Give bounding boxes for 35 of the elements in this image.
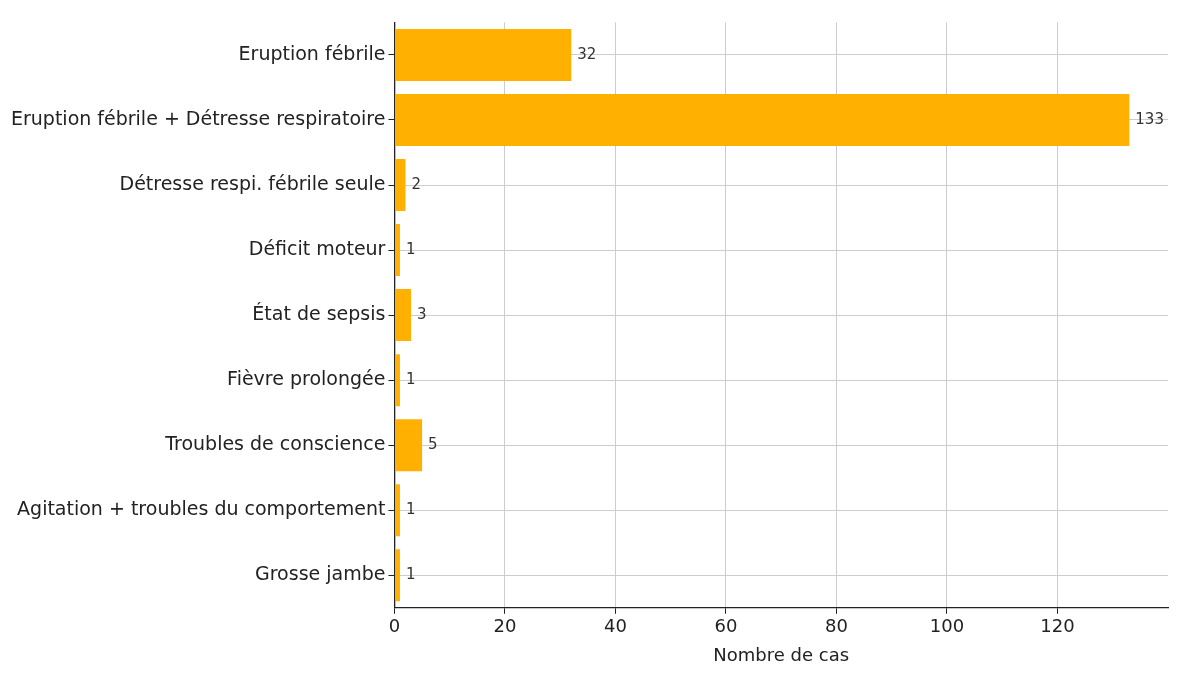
bar <box>394 419 423 472</box>
y-tick-label: Troubles de conscience <box>164 432 386 455</box>
y-tick-label: Eruption fébrile <box>238 41 386 64</box>
bar <box>394 28 572 81</box>
y-tick-label: État de sepsis <box>252 302 386 325</box>
bar <box>394 224 400 277</box>
data-label: 133 <box>1135 109 1164 128</box>
x-axis-title: Nombre de cas <box>713 643 850 665</box>
y-tick-label: Agitation + troubles du comportement <box>17 497 386 520</box>
bar <box>394 289 412 342</box>
bar <box>394 484 400 537</box>
data-label: 1 <box>405 239 416 258</box>
x-tick-label: 100 <box>929 615 965 637</box>
y-tick-label: Grosse jambe <box>254 562 386 585</box>
x-tick-label: 60 <box>714 615 738 637</box>
x-tick-label: 40 <box>604 615 627 637</box>
y-tick-label: Eruption fébrile + Détresse respiratoire <box>10 106 386 129</box>
data-label: 1 <box>405 500 416 519</box>
x-tick-label: 120 <box>1040 615 1075 637</box>
y-tick-label: Détresse respi. fébrile seule <box>119 171 386 194</box>
bar <box>394 93 1130 146</box>
bar <box>394 549 400 602</box>
x-tick-label: 20 <box>493 615 517 637</box>
data-label: 32 <box>577 44 597 63</box>
y-tick-label: Fièvre prolongée <box>227 367 386 390</box>
data-label: 1 <box>405 370 416 389</box>
bar <box>394 158 406 212</box>
data-label: 2 <box>411 174 422 193</box>
x-tick-label: 0 <box>388 615 401 637</box>
data-label: 3 <box>417 304 427 323</box>
data-label: 1 <box>405 565 416 584</box>
x-tick-label: 80 <box>825 615 848 637</box>
data-label: 5 <box>428 435 438 454</box>
bar <box>394 354 400 407</box>
y-tick-label: Déficit moteur <box>248 236 386 259</box>
